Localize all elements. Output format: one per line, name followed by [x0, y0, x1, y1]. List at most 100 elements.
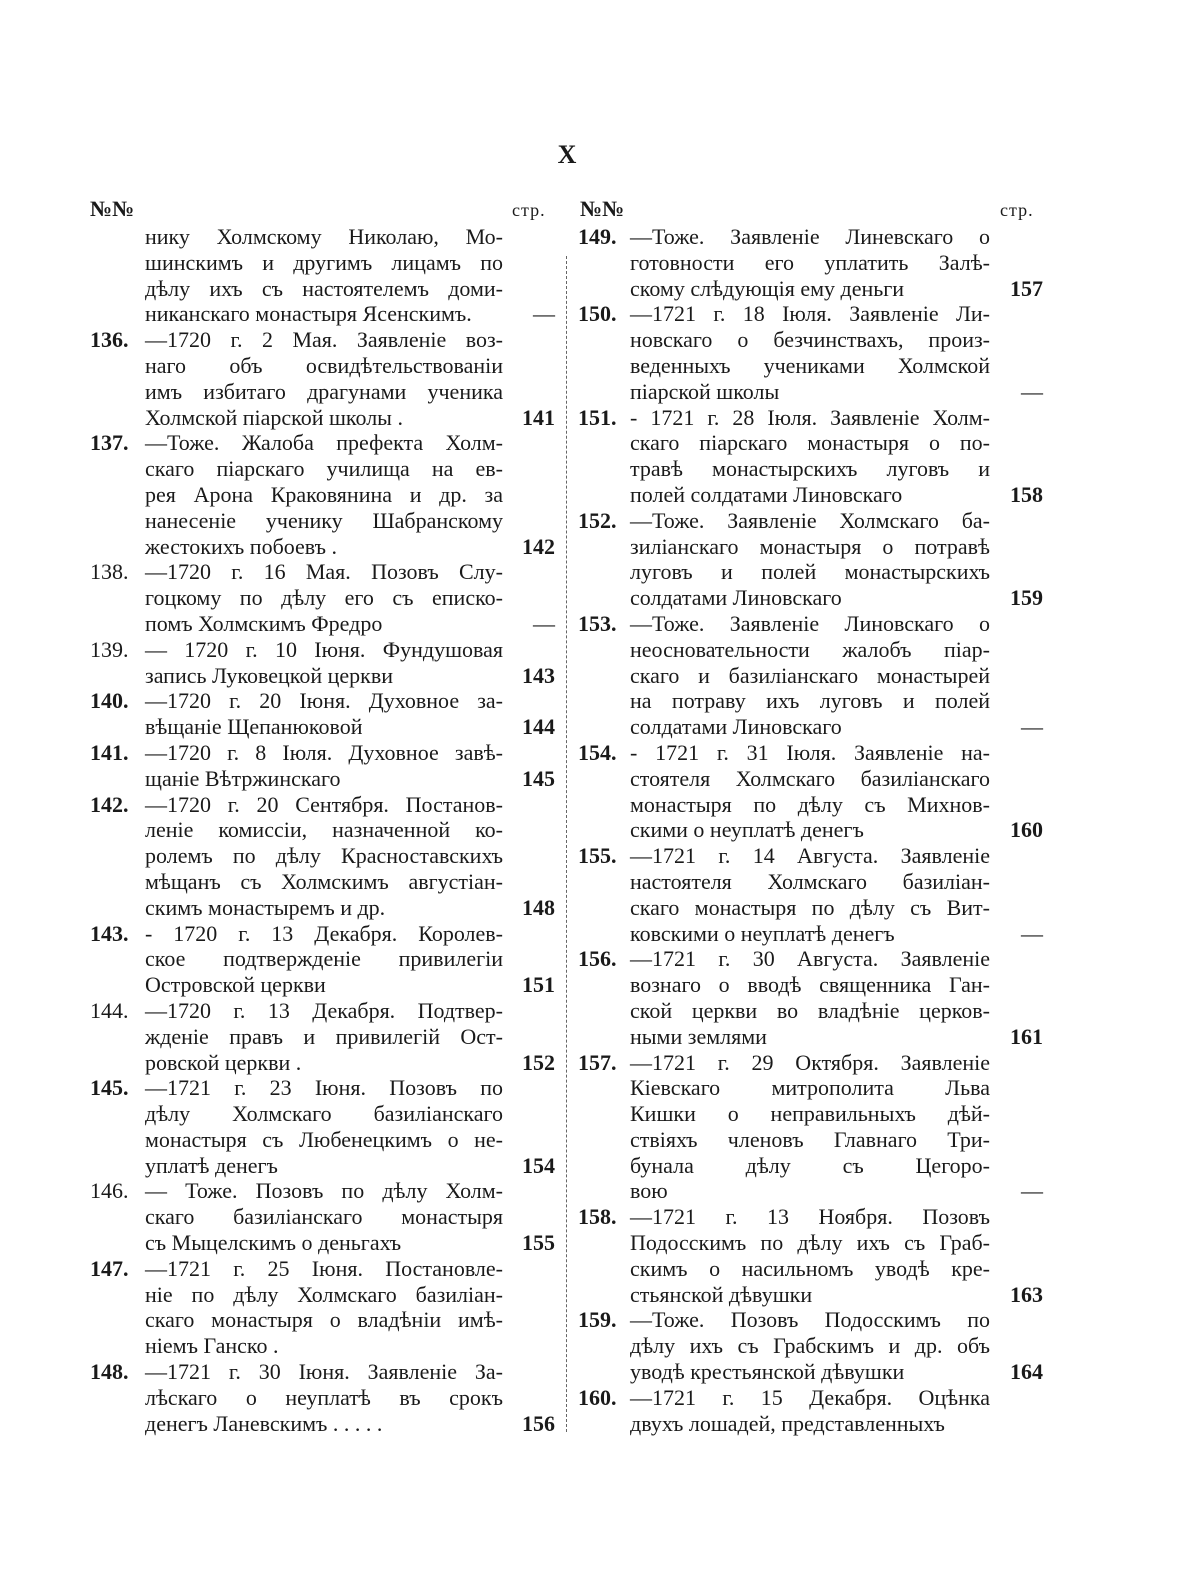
- entry-line: скаго піарскаго училища на ев-: [90, 456, 560, 482]
- entry-line: мѣщанъ съ Холмскимъ августіан-: [90, 869, 560, 895]
- index-entry: 137. —Тоже. Жалоба префекта Холм-скаго пі…: [90, 430, 560, 559]
- entry-text: —1720 г. 8 Іюля. Духовное завѣ-: [145, 739, 503, 765]
- entry-line: полей солдатами Линовскаго 158: [578, 482, 1048, 508]
- entry-page: 156: [522, 1410, 555, 1436]
- entry-number: 138.: [90, 559, 129, 585]
- entry-text: — 1720 г. 10 Іюня. Фундушовая: [145, 636, 503, 662]
- entry-line: 149. —Тоже. Заявленіе Линевскаго о: [578, 224, 1048, 250]
- entry-text: —1721 г. 23 Іюня. Позовъ по: [145, 1075, 503, 1101]
- entry-number: 160.: [578, 1384, 617, 1410]
- entry-number: 142.: [90, 791, 129, 817]
- entry-page: —: [1021, 714, 1043, 740]
- entry-text: солдатами Линовскаго: [630, 585, 842, 611]
- page-number: X: [557, 140, 577, 169]
- entry-text: скому слѣдующія ему деньги: [630, 275, 905, 301]
- entry-line: 141. —1720 г. 8 Іюля. Духовное завѣ-: [90, 740, 560, 766]
- entry-text: скаго базиліанскаго монастыря: [145, 1204, 503, 1230]
- entry-line: нику Холмскому Николаю, Мо-: [90, 224, 560, 250]
- entry-number: 148.: [90, 1359, 129, 1385]
- entry-number: 150.: [578, 301, 617, 327]
- entry-line: рея Арона Краковянина и др. за: [90, 482, 560, 508]
- entry-text: полей солдатами Линовскаго: [630, 481, 903, 507]
- entry-text: новскаго о безчинствахъ, произ-: [630, 327, 990, 353]
- entry-text: лѣскаго о неуплатѣ въ срокъ: [145, 1384, 503, 1410]
- entry-line: 136. —1720 г. 2 Мая. Заявленіе воз-: [90, 327, 560, 353]
- index-entry: 138. —1720 г. 16 Мая. Позовъ Слу-гоцкому …: [90, 559, 560, 636]
- left-column: нику Холмскому Николаю, Мо-шинскимъ и др…: [90, 224, 560, 1436]
- entry-text: денегъ Ланевскимъ . . . . .: [145, 1410, 383, 1436]
- entry-line: жестокихъ побоевъ . 142: [90, 534, 560, 560]
- entry-line: 159. —Тоже. Позовъ Подосскимъ по: [578, 1307, 1048, 1333]
- entry-text: нанесеніе ученику Шабранскому: [145, 507, 503, 533]
- entry-text: Холмской піарской школы .: [145, 404, 403, 430]
- entry-page: 157: [1010, 275, 1043, 301]
- entry-number: 144.: [90, 997, 129, 1023]
- index-entry: нику Холмскому Николаю, Мо-шинскимъ и др…: [90, 224, 560, 327]
- entry-line: солдатами Линовскаго —: [578, 714, 1048, 740]
- entry-text: —1721 г. 25 Іюня. Постановле-: [145, 1255, 503, 1281]
- entry-text: вѣщаніе Щепанюковой: [145, 714, 363, 740]
- entry-page: 142: [522, 533, 555, 559]
- entry-line: наго объ освидѣтельствованіи: [90, 353, 560, 379]
- entry-line: ское подтвержденіе привилегіи: [90, 946, 560, 972]
- entry-line: 139. — 1720 г. 10 Іюня. Фундушовая: [90, 637, 560, 663]
- entry-text: никанскаго монастыря Ясенскимъ.: [145, 301, 472, 327]
- entry-line: луговъ и полей монастырскихъ: [578, 559, 1048, 585]
- index-entry: 147. —1721 г. 25 Іюня. Постановле-ніе по …: [90, 1256, 560, 1359]
- entry-line: 138. —1720 г. 16 Мая. Позовъ Слу-: [90, 559, 560, 585]
- entry-line: 143. - 1720 г. 13 Декабря. Королев-: [90, 921, 560, 947]
- entry-line: монастыря съ Любенецкимъ о не-: [90, 1127, 560, 1153]
- entry-line: ствіяхъ членовъ Главнаго Три-: [578, 1127, 1048, 1153]
- entry-text: гоцкому по дѣлу его съ еписко-: [145, 585, 503, 611]
- entry-line: ными землями 161: [578, 1024, 1048, 1050]
- entry-text: готовности его уплатить Залѣ-: [630, 249, 990, 275]
- index-entry: 140. —1720 г. 20 Іюня. Духовное за-вѣщані…: [90, 688, 560, 740]
- entry-text: - 1721 г. 28 Іюля. Заявленіе Холм-: [630, 404, 990, 430]
- entry-text: скимъ о насильномъ уводѣ кре-: [630, 1255, 990, 1281]
- entry-text: Островской церкви: [145, 972, 326, 998]
- entry-text: —1721 г. 18 Іюля. Заявленіе Ли-: [630, 301, 990, 327]
- entry-line: Кишки о неправильныхъ дѣй-: [578, 1101, 1048, 1127]
- entry-page: —: [1021, 378, 1043, 404]
- entry-number: 154.: [578, 739, 617, 765]
- column-divider: [566, 256, 567, 1432]
- entry-line: леніе комиссіи, назначенной ко-: [90, 817, 560, 843]
- entry-page: 145: [522, 765, 555, 791]
- entry-text: ствіяхъ членовъ Главнаго Три-: [630, 1126, 990, 1152]
- index-entry: 142. —1720 г. 20 Сентября. Постанов-леніе…: [90, 792, 560, 921]
- entry-text: неосновательности жалобъ піар-: [630, 636, 990, 662]
- entry-text: вою: [630, 1178, 668, 1204]
- entry-page: 143: [522, 662, 555, 688]
- entry-text: скаго піарскаго училища на ев-: [145, 456, 503, 482]
- entry-text: - 1721 г. 31 Іюля. Заявленіе на-: [630, 739, 990, 765]
- entry-text: имъ избитаго драгунами ученика: [145, 378, 503, 404]
- entry-line: 151. - 1721 г. 28 Іюля. Заявленіе Холм-: [578, 405, 1048, 431]
- entry-line: неосновательности жалобъ піар-: [578, 637, 1048, 663]
- entry-line: 137. —Тоже. Жалоба префекта Холм-: [90, 430, 560, 456]
- entry-line: имъ избитаго драгунами ученика: [90, 379, 560, 405]
- entry-line: дѣлу Холмскаго базиліанскаго: [90, 1101, 560, 1127]
- entry-text: двухъ лошадей, представленныхъ: [630, 1410, 945, 1436]
- index-entry: 141. —1720 г. 8 Іюля. Духовное завѣ-щаніе…: [90, 740, 560, 792]
- entry-line: травѣ монастырскихъ луговъ и: [578, 456, 1048, 482]
- entry-page: 148: [522, 894, 555, 920]
- entry-line: гоцкому по дѣлу его съ еписко-: [90, 585, 560, 611]
- entry-text: —Тоже. Жалоба префекта Холм-: [145, 430, 503, 456]
- entry-text: Кишки о неправильныхъ дѣй-: [630, 1101, 990, 1127]
- entry-text: луговъ и полей монастырскихъ: [630, 559, 990, 585]
- entry-number: 143.: [90, 920, 129, 946]
- entry-page: —: [1021, 920, 1043, 946]
- entry-page: 152: [522, 1049, 555, 1075]
- entry-number: 146.: [90, 1178, 129, 1204]
- entry-line: скаго монастыря по дѣлу съ Вит-: [578, 895, 1048, 921]
- entry-line: 150. —1721 г. 18 Іюля. Заявленіе Ли-: [578, 301, 1048, 327]
- entry-line: 156. —1721 г. 30 Августа. Заявленіе: [578, 946, 1048, 972]
- entry-line: новскаго о безчинствахъ, произ-: [578, 327, 1048, 353]
- entry-line: 160. —1721 г. 15 Декабря. Оцѣнка: [578, 1385, 1048, 1411]
- entry-line: скаго піарскаго монастыря о по-: [578, 430, 1048, 456]
- entry-text: рея Арона Краковянина и др. за: [145, 481, 503, 507]
- entry-line: дѣлу ихъ съ Грабскимъ и др. объ: [578, 1333, 1048, 1359]
- entry-text: шинскимъ и другимъ лицамъ по: [145, 249, 503, 275]
- entry-line: 153. —Тоже. Заявленіе Линовскаго о: [578, 611, 1048, 637]
- entry-line: ровской церкви . 152: [90, 1050, 560, 1076]
